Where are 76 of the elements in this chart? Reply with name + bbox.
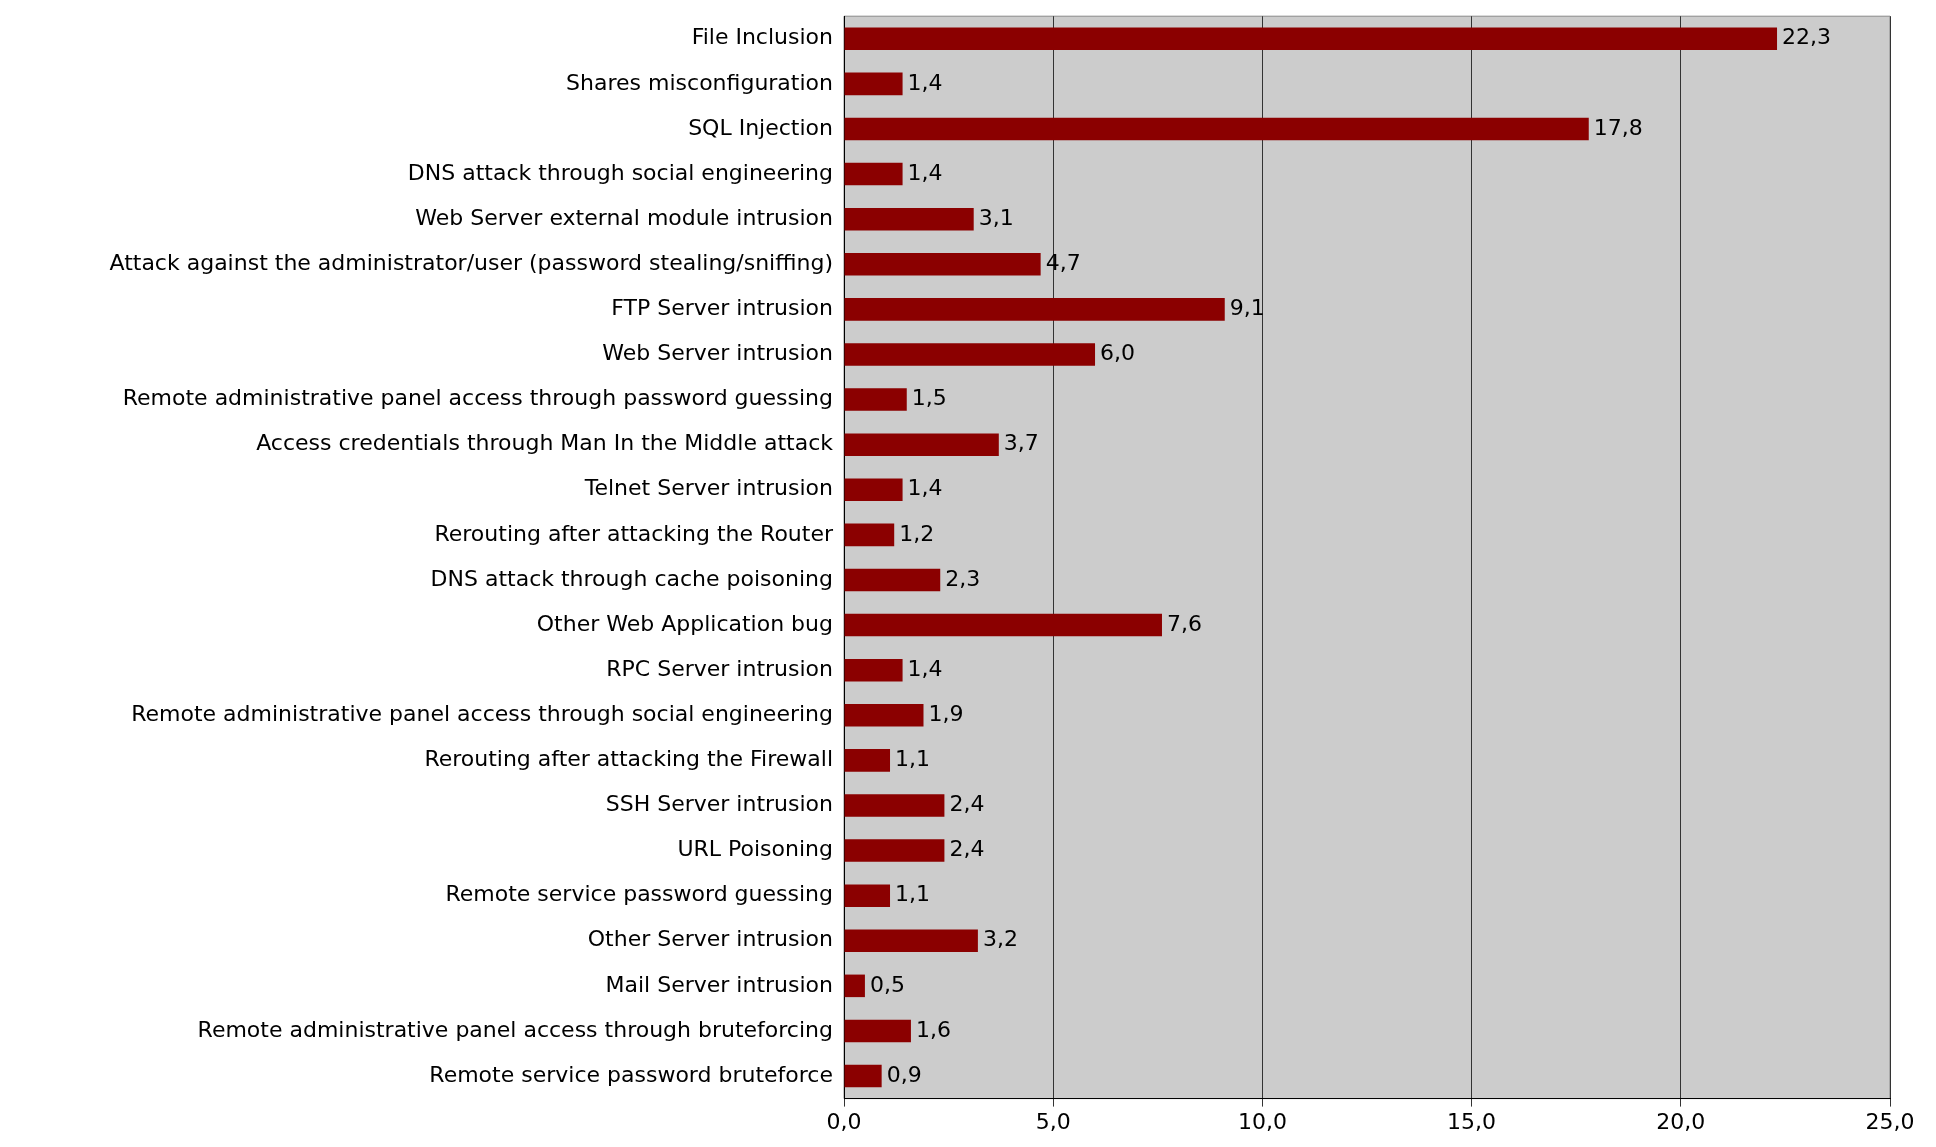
y-tick-label: Attack against the administrator/user (password stealing/sniffing) <box>109 249 833 275</box>
bar <box>844 252 1041 276</box>
bar <box>844 478 903 502</box>
y-tick-label: Remote service password bruteforce <box>429 1061 833 1087</box>
data-label: 22,3 <box>1782 24 1832 50</box>
y-tick-label: Other Web Application bug <box>536 610 833 636</box>
x-tick-label: 0,0 <box>826 1108 862 1134</box>
bar <box>844 298 1225 321</box>
bar <box>844 749 891 772</box>
y-tick-label: File Inclusion <box>691 24 833 50</box>
bar <box>844 72 903 96</box>
bar <box>844 703 924 727</box>
x-tick-label: 20,0 <box>1656 1108 1706 1134</box>
bar <box>844 884 891 907</box>
data-label: 1,4 <box>907 159 943 185</box>
bar <box>844 433 999 456</box>
bar <box>844 117 1589 141</box>
y-tick-label: Mail Server intrusion <box>605 971 833 997</box>
data-label: 1,1 <box>895 881 931 907</box>
y-tick-label: Remote administrative panel access through bruteforcing <box>197 1016 833 1042</box>
x-tick-label: 10,0 <box>1237 1108 1287 1134</box>
y-tick-label: Remote administrative panel access through social engineering <box>131 700 833 726</box>
bar <box>844 343 1096 366</box>
x-tick-label: 25,0 <box>1865 1108 1915 1134</box>
data-label: 3,2 <box>982 926 1018 952</box>
y-tick-label: DNS attack through cache poisoning <box>430 565 833 591</box>
bar <box>844 523 895 547</box>
data-label: 1,5 <box>911 385 947 411</box>
y-tick-label: Remote administrative panel access through password guessing <box>122 385 833 411</box>
y-tick-label: Other Server intrusion <box>587 926 833 952</box>
bar <box>844 388 907 411</box>
y-tick-label: Rerouting after attacking the Router <box>434 520 834 546</box>
data-label: 1,4 <box>907 69 943 95</box>
data-label: 7,6 <box>1166 610 1202 636</box>
data-label: 2,4 <box>949 791 985 817</box>
y-tick-label: URL Poisoning <box>677 836 833 862</box>
data-label: 1,4 <box>907 655 943 681</box>
y-tick-label: Web Server intrusion <box>602 340 833 366</box>
y-tick-label: FTP Server intrusion <box>611 295 833 321</box>
y-tick-label: SQL Injection <box>688 114 833 140</box>
data-label: 3,1 <box>978 204 1014 230</box>
data-label: 0,5 <box>869 971 905 997</box>
y-tick-label: SSH Server intrusion <box>605 791 833 817</box>
bar <box>844 1019 911 1043</box>
y-tick-label: Web Server external module intrusion <box>415 204 833 230</box>
bar <box>844 839 945 862</box>
data-label: 2,3 <box>945 565 981 591</box>
data-label: 1,1 <box>895 746 931 772</box>
bar <box>844 613 1162 637</box>
bar <box>844 929 978 953</box>
bar <box>844 974 865 998</box>
y-tick-label: Rerouting after attacking the Firewall <box>424 746 833 772</box>
data-label: 2,4 <box>949 836 985 862</box>
bar <box>844 794 945 817</box>
data-label: 1,6 <box>915 1016 951 1042</box>
data-label: 0,9 <box>886 1061 922 1087</box>
bar <box>844 27 1778 51</box>
x-tick-label: 5,0 <box>1035 1108 1071 1134</box>
bar <box>844 207 974 231</box>
y-tick-label: Remote service password guessing <box>445 881 833 907</box>
y-tick-label: Telnet Server intrusion <box>583 475 833 501</box>
y-tick-label: Access credentials through Man In the Middle attack <box>256 430 834 456</box>
x-tick-label: 15,0 <box>1447 1108 1497 1134</box>
y-tick-label: DNS attack through social engineering <box>407 159 833 185</box>
data-label: 1,9 <box>928 700 964 726</box>
bar <box>844 568 941 592</box>
y-tick-label: Shares misconfiguration <box>566 69 833 95</box>
bar <box>844 162 903 186</box>
data-label: 17,8 <box>1593 114 1643 140</box>
data-label: 1,4 <box>907 475 943 501</box>
data-label: 1,2 <box>899 520 935 546</box>
bar <box>844 658 903 682</box>
data-label: 6,0 <box>1100 340 1136 366</box>
data-label: 3,7 <box>1003 430 1039 456</box>
bar <box>844 1064 882 1088</box>
y-tick-label: RPC Server intrusion <box>606 655 833 681</box>
